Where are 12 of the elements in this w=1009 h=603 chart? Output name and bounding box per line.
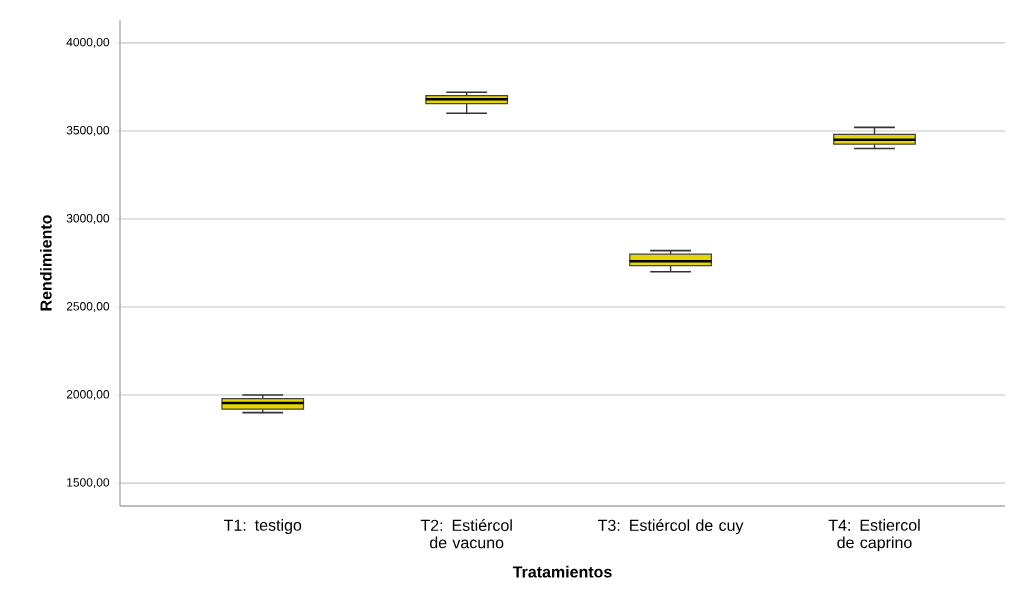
y-tick-label: 4000,00 xyxy=(66,37,110,48)
y-tick-label: 2000,00 xyxy=(66,390,110,401)
x-tick-label: T2: Estiércol de vacuno xyxy=(420,519,512,549)
y-tick-label: 1500,00 xyxy=(67,478,110,489)
x-tick-label: T1: testigo xyxy=(223,519,302,534)
y-tick-label: 2500,00 xyxy=(66,302,110,312)
x-axis-title: Tratamientos xyxy=(512,565,612,578)
y-tick-label: 3500,00 xyxy=(66,125,110,136)
x-tick-label: T3: Estiércol de cuy xyxy=(598,519,744,535)
x-tick-label: T4: Estiercol de caprino xyxy=(828,519,920,552)
y-tick-label: 3000,00 xyxy=(66,214,110,224)
y-axis-title: Rendimiento xyxy=(39,215,52,311)
